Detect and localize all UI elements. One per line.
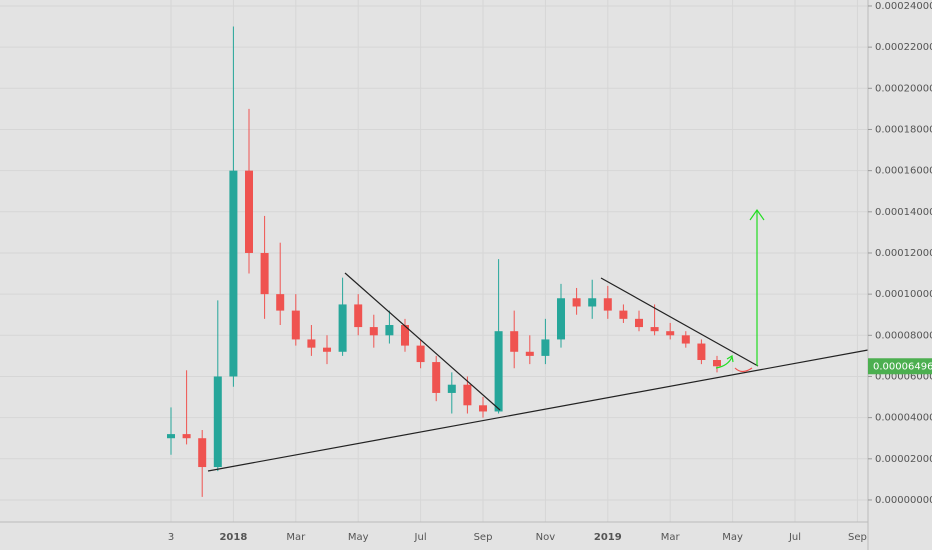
candle-body: [260, 252, 269, 295]
axes: 0.00000000 0.00002000 0.00004000 0.00006000…: [168, 1, 932, 543]
y-tick-label: 0.00020000: [875, 83, 932, 94]
candle-body: [713, 360, 721, 367]
candle-body: [385, 325, 394, 336]
candle-body: [307, 339, 316, 348]
trend-line: [207, 349, 869, 472]
y-tick-label: 0.00000000: [875, 495, 932, 506]
candle-body: [635, 318, 643, 328]
candle-body: [681, 335, 690, 344]
y-tick-label: 0.00012000: [875, 248, 932, 259]
trend-line: [600, 277, 759, 367]
x-tick-label: May: [722, 532, 743, 543]
candle-body: [494, 331, 503, 412]
y-tick-label: 0.00008000: [875, 330, 932, 341]
candle-body: [619, 310, 628, 319]
y-tick-label: 0.00016000: [875, 166, 932, 177]
candle-body: [447, 384, 456, 393]
candle-body: [167, 434, 175, 439]
candle-body: [572, 298, 581, 307]
x-tick-label: Sep: [474, 532, 493, 543]
y-tick-label: 0.00006000: [875, 371, 932, 382]
candle-body: [479, 405, 487, 412]
x-tick-label: Nov: [536, 532, 556, 543]
candle-body: [245, 170, 253, 253]
candle-body: [323, 347, 331, 352]
candle-body: [276, 294, 285, 311]
last-price-box: [868, 358, 932, 375]
x-tick-label: Mar: [286, 532, 306, 543]
candle-body: [401, 325, 409, 346]
candle-body: [416, 345, 425, 363]
y-tick-label: 0.00010000: [875, 289, 932, 300]
y-tick-label: 0.00024000: [875, 1, 932, 12]
arrowhead: [749, 208, 765, 221]
candle-body: [338, 304, 347, 352]
candle-body: [432, 362, 441, 393]
y-tick-label: 0.00002000: [875, 454, 932, 465]
candles: [167, 26, 721, 497]
candle-body: [603, 298, 612, 311]
x-tick-label: 3: [168, 532, 174, 543]
trend-line: [344, 272, 501, 411]
candle-body: [557, 298, 565, 340]
candle-body: [650, 327, 659, 332]
candle-body: [182, 434, 191, 439]
curve: [734, 367, 753, 373]
x-tick-label: Jul: [788, 532, 801, 543]
candle-body: [354, 304, 363, 328]
last-price-label: 0.00006496: [873, 361, 932, 372]
drawings: [207, 208, 869, 472]
candle-body: [463, 384, 472, 406]
y-tick-label: 0.00022000: [875, 42, 932, 53]
candle-body: [229, 170, 238, 377]
x-tick-label: Mar: [661, 532, 681, 543]
x-tick-label: 2019: [594, 532, 622, 543]
arrowhead: [726, 355, 734, 363]
x-tick-label: May: [348, 532, 369, 543]
candle-body: [369, 327, 378, 336]
x-tick-label: Jul: [414, 532, 427, 543]
y-tick-label: 0.00014000: [875, 207, 932, 218]
candle-body: [541, 339, 550, 356]
candle-body: [198, 438, 207, 468]
candle-body: [525, 351, 534, 356]
y-tick-label: 0.00018000: [875, 124, 932, 135]
candle-body: [697, 343, 706, 361]
candle-body: [666, 331, 675, 336]
arrow: [715, 356, 733, 369]
x-tick-label: 2018: [219, 532, 247, 543]
y-tick-label: 0.00004000: [875, 413, 932, 424]
candle-body: [291, 310, 300, 340]
candle-body: [213, 376, 222, 468]
candle-body: [588, 298, 597, 307]
x-tick-label: Sep: [848, 532, 867, 543]
candle-body: [510, 331, 519, 352]
